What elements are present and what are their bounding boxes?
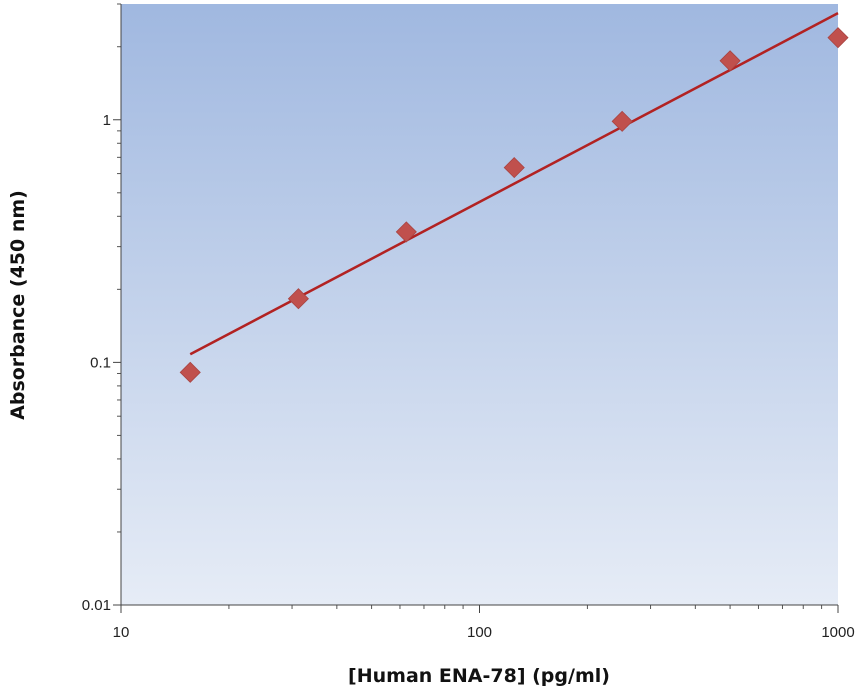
data-point [179,361,201,383]
x-axis-title: [Human ENA-78] (pg/ml) [348,665,610,687]
data-point [503,157,525,179]
data-point [719,50,741,72]
y-tick-label: 0.1 [90,354,111,371]
x-tick-label: 100 [467,624,492,641]
y-tick-labels: 0.01 0.1 1 [82,112,111,614]
y-tick-label: 1 [103,112,111,129]
data-point [611,110,633,132]
x-tick-label: 10 [113,624,130,641]
minor-ticks [117,3,823,609]
x-tick-label: 1000 [821,624,854,641]
y-axis-title: Absorbance (450 nm) [7,190,29,420]
y-tick-label: 0.01 [82,597,111,614]
x-tick-labels: 10 100 1000 [113,624,855,641]
data-point [395,221,417,243]
major-ticks [113,119,839,613]
plot-area [121,4,838,605]
data-points [179,27,849,383]
data-point [827,27,849,49]
data-point [287,288,309,310]
